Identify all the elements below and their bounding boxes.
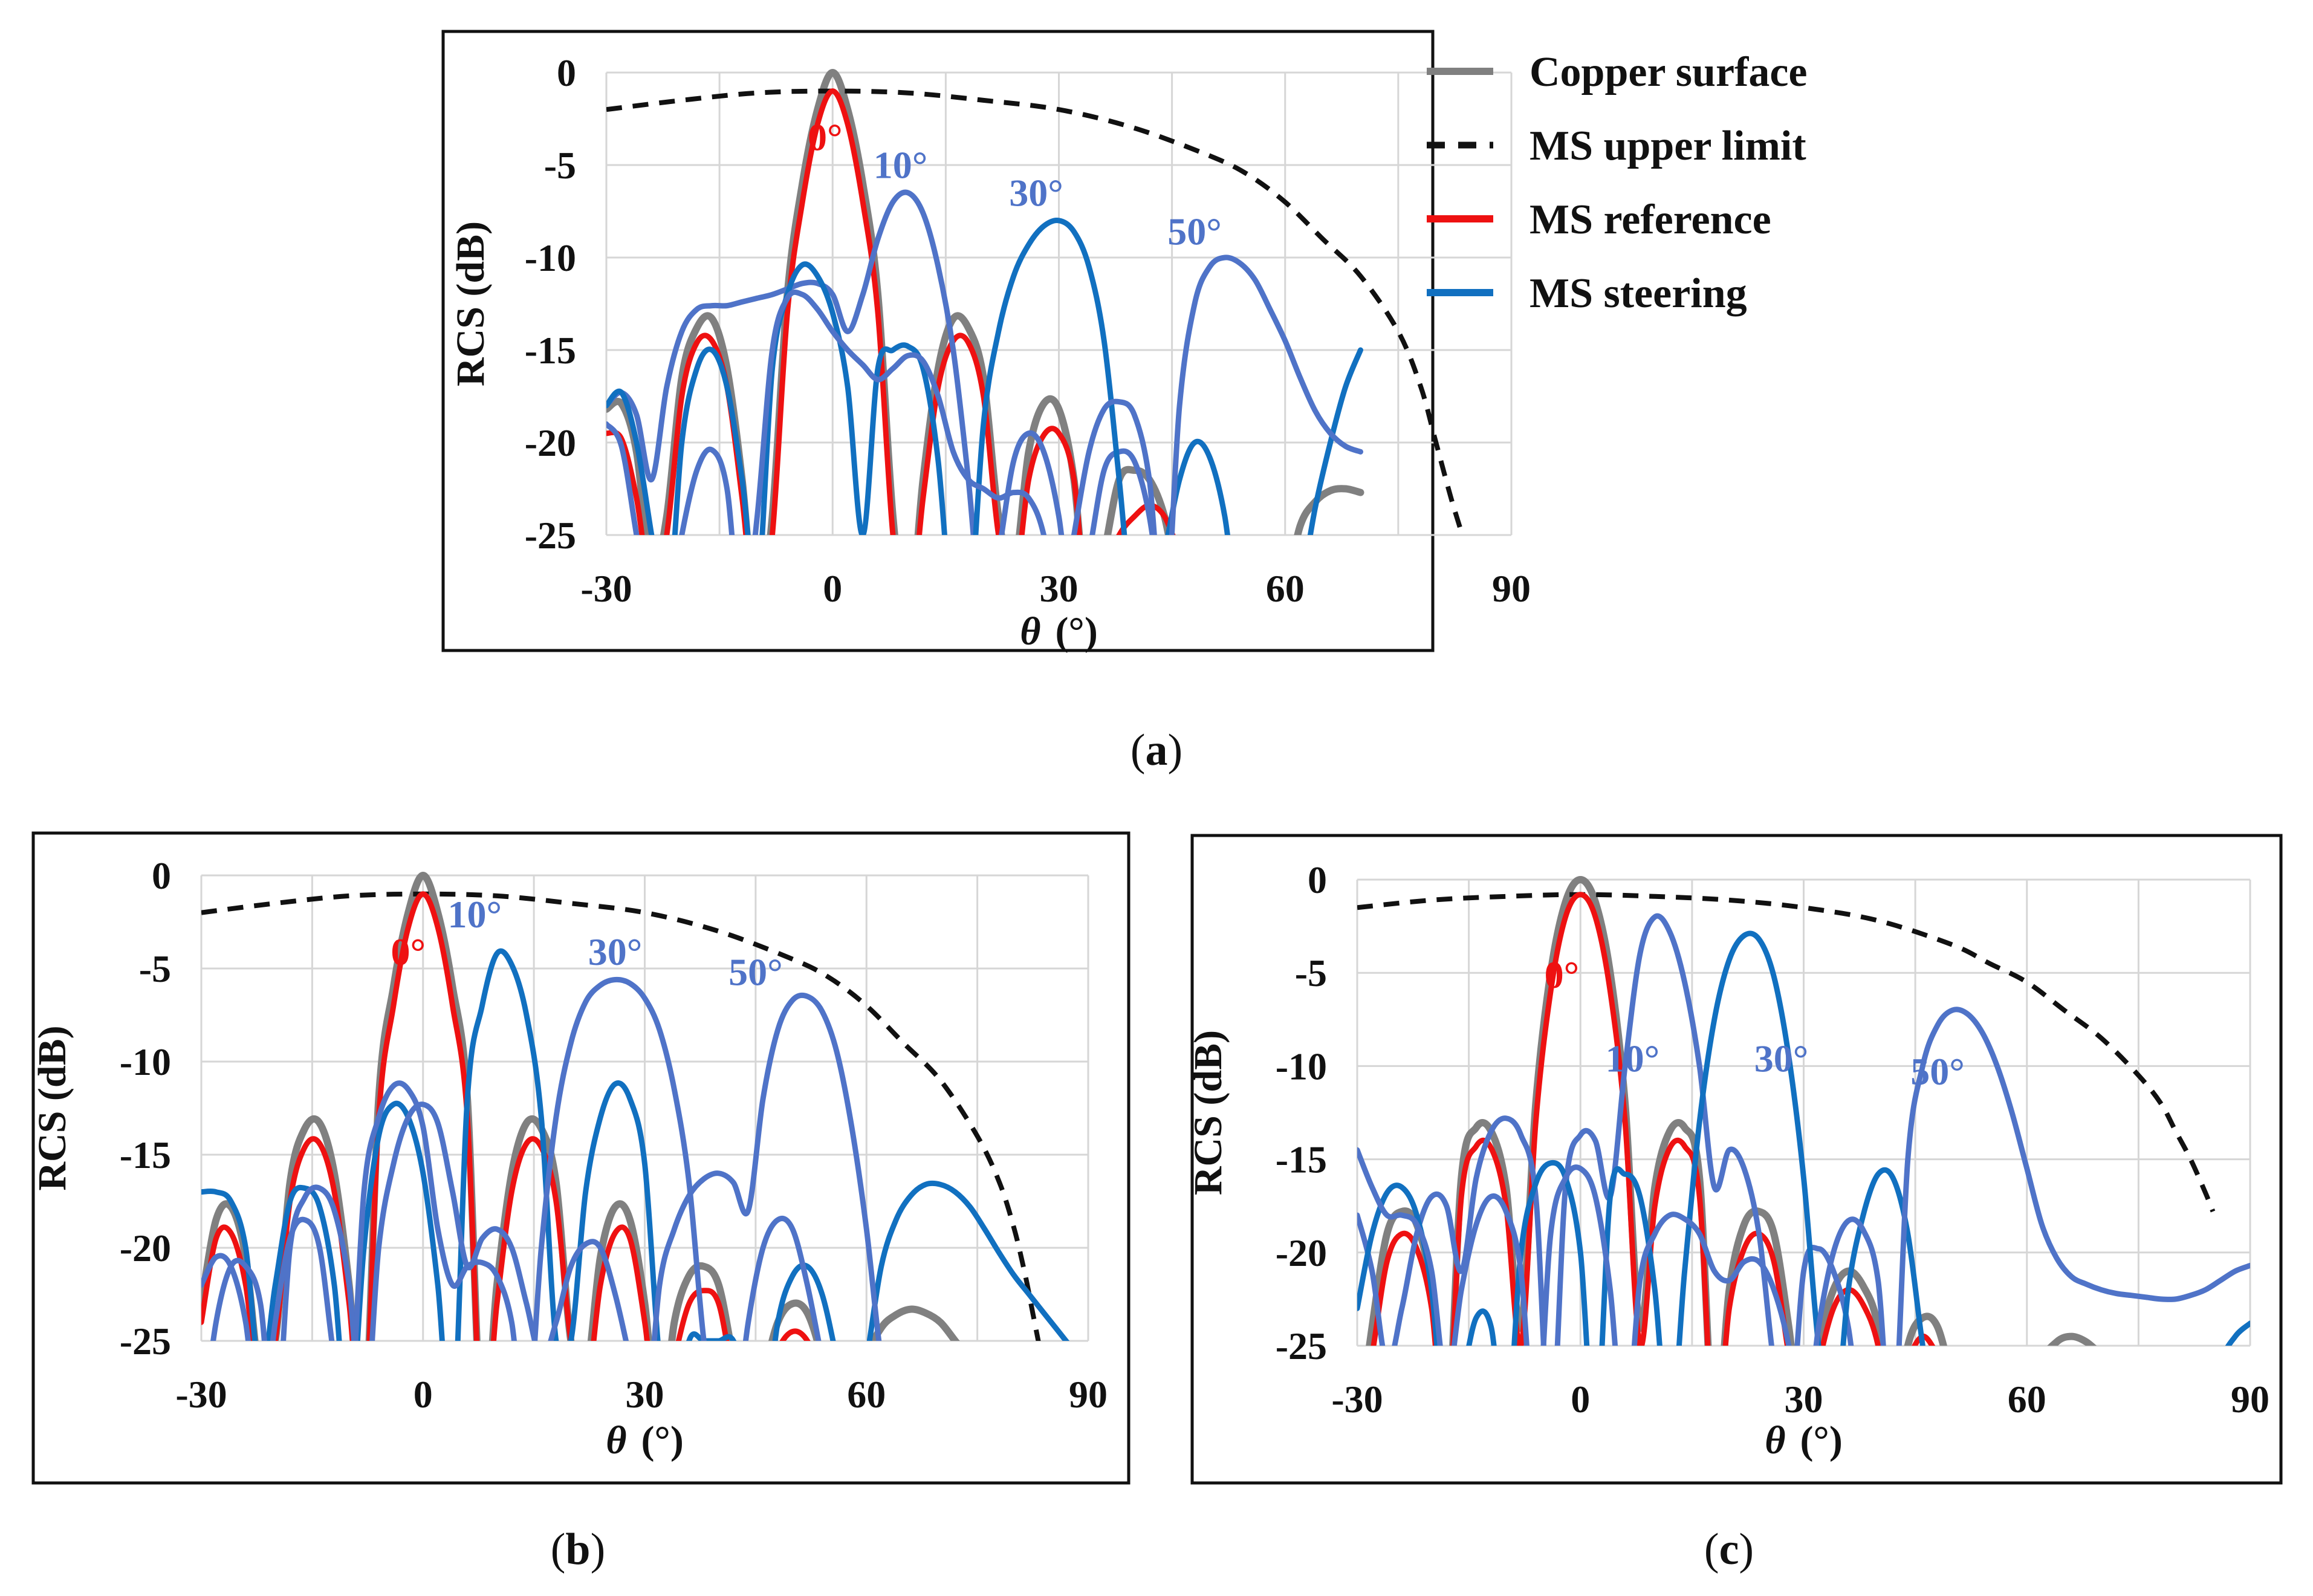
y-tick-label-a: -15: [525, 329, 576, 372]
series-group-c: [1357, 876, 2250, 1346]
y-tick-label-c: -20: [1276, 1231, 1327, 1274]
x-tick-label-a: -30: [580, 567, 632, 610]
caption-letter: b: [565, 1525, 590, 1574]
y-tick-label-c: -25: [1276, 1325, 1327, 1367]
panel-frame-a: [441, 30, 1435, 652]
caption-close-paren: ): [1739, 1525, 1754, 1574]
x-tick-label-c: 90: [2231, 1378, 2269, 1421]
caption-close-paren: ): [1168, 725, 1183, 775]
x-axis-symbol-b: θ: [606, 1418, 626, 1462]
series-line-ms-reference-a: [606, 88, 1176, 535]
x-tick-label-c: 0: [1571, 1378, 1590, 1421]
series-line-ms-steering-50-b: [210, 992, 882, 1341]
x-axis-label-c: θ (°): [1765, 1418, 1843, 1462]
y-tick-label-b: -20: [120, 1227, 171, 1270]
panel-caption-a: (a): [1131, 725, 1182, 775]
y-tick-label-a: -25: [525, 514, 576, 557]
angle-annotation-b: 30°: [588, 930, 643, 973]
y-tick-label-b: -5: [139, 947, 171, 990]
angle-annotation-c: 30°: [1754, 1037, 1809, 1080]
y-tick-label-c: -15: [1276, 1138, 1327, 1181]
x-axis-unit-b: (°): [641, 1418, 683, 1462]
series-line-ms-steering-50-c: [1357, 1007, 2250, 1346]
x-tick-label-b: -30: [175, 1373, 227, 1416]
caption-open-paren: (: [551, 1525, 566, 1574]
y-tick-label-a: -5: [544, 144, 576, 187]
y-tick-label-b: -25: [120, 1320, 171, 1363]
x-tick-label-a: 90: [1492, 567, 1531, 610]
series-group-a: [606, 69, 1465, 535]
x-tick-label-a: 30: [1040, 567, 1079, 610]
series-group-b: [201, 872, 1070, 1341]
legend-label: MS upper limit: [1530, 123, 1806, 169]
angle-annotation-b: 10°: [448, 893, 502, 936]
x-tick-label-b: 60: [847, 1373, 886, 1416]
caption-open-paren: (: [1704, 1525, 1719, 1574]
series-line-ms-reference-b: [201, 891, 811, 1341]
angle-annotation-a: 50°: [1167, 210, 1222, 253]
series-line-ms-steering-30-a: [606, 218, 1363, 535]
angle-annotation-c: 0°: [1545, 953, 1580, 996]
legend-label: MS reference: [1530, 196, 1771, 243]
y-tick-label-c: -5: [1295, 952, 1327, 994]
angle-annotation-a: 30°: [1009, 171, 1063, 214]
x-tick-label-c: 60: [2008, 1378, 2046, 1421]
panel-frame-c: [1190, 834, 2283, 1485]
legend: Copper surface MS upper limit MS reference…: [1427, 49, 1807, 317]
angle-annotation-c: 50°: [1910, 1050, 1965, 1093]
x-tick-label-b: 0: [414, 1373, 433, 1416]
x-axis-symbol-c: θ: [1765, 1418, 1785, 1462]
x-tick-label-a: 60: [1266, 567, 1305, 610]
series-line-ms-steering-10-b: [201, 948, 1070, 1341]
series-line-ms-steering-30-b: [201, 976, 822, 1341]
caption-letter: c: [1719, 1525, 1739, 1574]
y-tick-label-b: 0: [152, 854, 171, 897]
x-axis-label-a: θ (°): [1020, 609, 1098, 654]
legend-label: MS steering: [1530, 270, 1747, 317]
legend-label: Copper surface: [1530, 49, 1807, 96]
series-line-ms-steering-10-a: [606, 189, 1155, 535]
angle-annotation-a: 10°: [874, 143, 928, 186]
y-axis-label-b: RCS (dB): [30, 1025, 74, 1190]
x-axis-unit-c: (°): [1800, 1418, 1842, 1462]
series-line-ms-reference-c: [1371, 892, 1936, 1346]
x-tick-label-b: 90: [1069, 1373, 1108, 1416]
panel-caption-b: (b): [551, 1525, 605, 1574]
panel-frame-b: [31, 831, 1131, 1485]
chart-panel-c: -30 0 30 60 90 0 -5 -10 -15 -20 -25 RCS (dB) θ (°) 0° 1…: [1186, 834, 2283, 1574]
x-axis-label-b: θ (°): [606, 1418, 684, 1462]
y-tick-label-c: -10: [1276, 1045, 1327, 1088]
caption-letter: a: [1146, 725, 1168, 775]
x-tick-label-b: 30: [626, 1373, 664, 1416]
angle-annotation-c: 10°: [1606, 1037, 1660, 1080]
y-tick-label-b: -15: [120, 1134, 171, 1176]
y-tick-label-b: -10: [120, 1040, 171, 1083]
x-tick-label-c: -30: [1331, 1378, 1383, 1421]
chart-panel-a: -30 0 30 60 90 0 -5 -10 -15 -20 -25 RCS (dB) θ (°) 0° 1…: [441, 30, 1807, 775]
series-line-ms-steering-30-c: [1357, 930, 2250, 1346]
angle-annotation-b: 0°: [391, 930, 426, 973]
caption-open-paren: (: [1131, 725, 1146, 775]
x-tick-label-c: 30: [1785, 1378, 1823, 1421]
series-line-ms-steering-50-a: [606, 255, 1363, 535]
x-tick-label-a: 0: [823, 567, 842, 610]
y-tick-label-a: -10: [525, 236, 576, 279]
x-axis-symbol-a: θ: [1020, 609, 1040, 654]
y-tick-label-c: 0: [1308, 858, 1327, 901]
caption-close-paren: ): [591, 1525, 606, 1574]
y-axis-label-c: RCS (dB): [1186, 1030, 1230, 1195]
panel-caption-c: (c): [1704, 1525, 1754, 1574]
y-axis-label-a: RCS (dB): [449, 221, 493, 386]
series-line-ms-upper-limit-a: [606, 88, 1465, 535]
series-line-ms-upper-limit-c: [1357, 892, 2216, 1213]
series-line-ms-steering-10-c: [1357, 913, 1854, 1346]
y-tick-label-a: -20: [525, 421, 576, 464]
angle-annotation-b: 50°: [728, 951, 783, 994]
angle-annotation-a: 0°: [808, 116, 843, 159]
x-axis-unit-a: (°): [1055, 609, 1097, 654]
y-tick-label-a: 0: [557, 51, 576, 94]
series-line-ms-upper-limit-b: [201, 891, 1041, 1341]
chart-panel-b: -30 0 30 60 90 0 -5 -10 -15 -20 -25 RCS (dB) θ (°) 0° 1…: [30, 831, 1131, 1574]
